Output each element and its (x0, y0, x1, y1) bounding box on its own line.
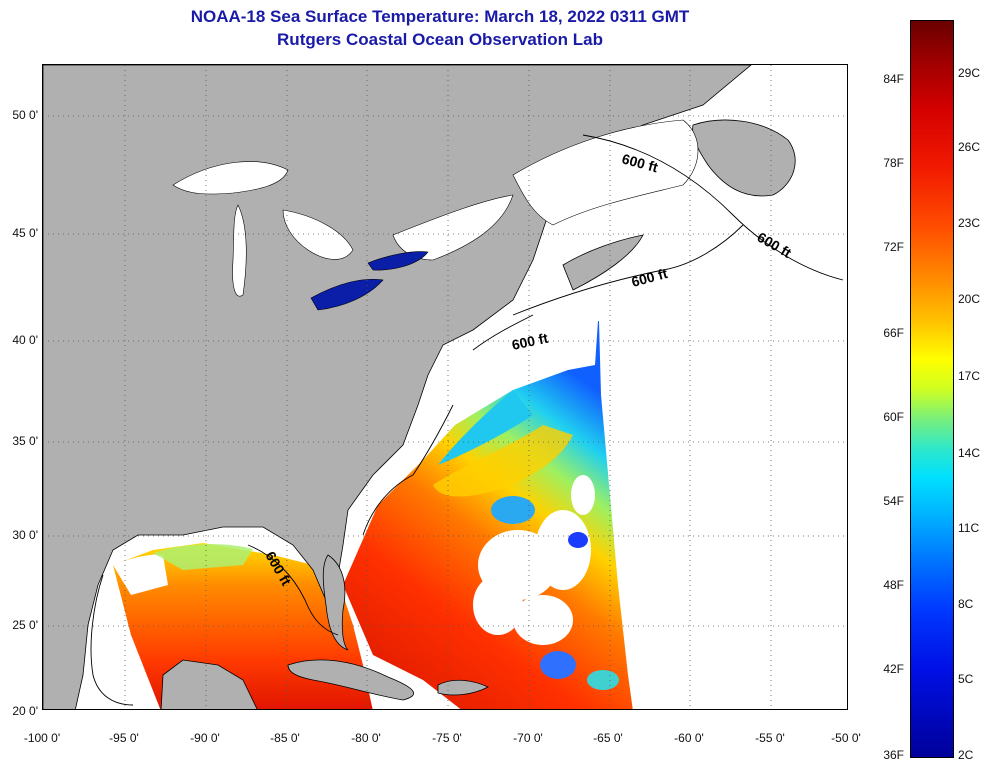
map-title: NOAA-18 Sea Surface Temperature: March 1… (190, 7, 690, 26)
colorbar-c-8: 8C (958, 597, 974, 611)
colorbar-c-11: 11C (958, 521, 980, 535)
colorbar-f-84: 84F (883, 72, 904, 86)
lon-label-75: -75 0' (432, 731, 462, 745)
lon-label-70: -70 0' (513, 731, 543, 745)
lon-label-90: -90 0' (190, 731, 220, 745)
great-lakes (172, 161, 429, 311)
lon-label-100: -100 0' (23, 731, 61, 745)
lat-label-30: 30 0' (12, 528, 38, 542)
lon-label-80: -80 0' (351, 731, 381, 745)
isobath-label-2: 600 ft (755, 229, 795, 261)
colorbar-f-42: 42F (883, 662, 904, 676)
lon-label-55: -55 0' (755, 731, 785, 745)
colorbar-f-66: 66F (883, 326, 904, 340)
land-north-america (43, 65, 796, 709)
isobath-label-4: 600 ft (510, 330, 549, 353)
isobath-label-3: 600 ft (630, 265, 670, 290)
colorbar-c-20: 20C (958, 292, 981, 306)
lat-label-25: 25 0' (12, 618, 38, 632)
colorbar-f-48: 48F (883, 578, 904, 592)
colorbar-c-23: 23C (958, 216, 981, 230)
colorbar-f-78: 78F (883, 156, 904, 170)
lon-label-95: -95 0' (109, 731, 139, 745)
map-svg: 600 ft 600 ft 600 ft 600 ft 600 ft (43, 65, 847, 709)
isobath-600ft (90, 134, 844, 706)
colorbar-c-17: 17C (958, 369, 981, 383)
colorbar-c-5: 5C (958, 672, 974, 686)
lon-label-60: -60 0' (674, 731, 704, 745)
lat-label-35: 35 0' (12, 434, 38, 448)
sst-map: 600 ft 600 ft 600 ft 600 ft 600 ft (42, 64, 848, 710)
cloud-patches (473, 475, 595, 645)
lat-label-40: 40 0' (12, 333, 38, 347)
colorbar-f-72: 72F (883, 240, 904, 254)
colorbar-c-29: 29C (958, 66, 981, 80)
colorbar-c-2: 2C (958, 748, 974, 762)
lon-label-50: -50 0' (831, 731, 861, 745)
colorbar-f-36: 36F (883, 748, 904, 762)
map-subtitle: Rutgers Coastal Ocean Observation Lab (277, 30, 603, 49)
colorbar-c-26: 26C (958, 140, 981, 154)
lon-label-65: -65 0' (593, 731, 623, 745)
lon-label-85: -85 0' (270, 731, 300, 745)
colorbar-f-54: 54F (883, 494, 904, 508)
lat-label-50: 50 0' (12, 108, 38, 122)
colorbar-f-60: 60F (883, 410, 904, 424)
temperature-colorbar (910, 20, 954, 758)
lat-label-45: 45 0' (12, 226, 38, 240)
lat-label-20: 20 0' (12, 704, 38, 718)
st-lawrence-water (392, 119, 699, 261)
colorbar-c-14: 14C (958, 446, 981, 460)
